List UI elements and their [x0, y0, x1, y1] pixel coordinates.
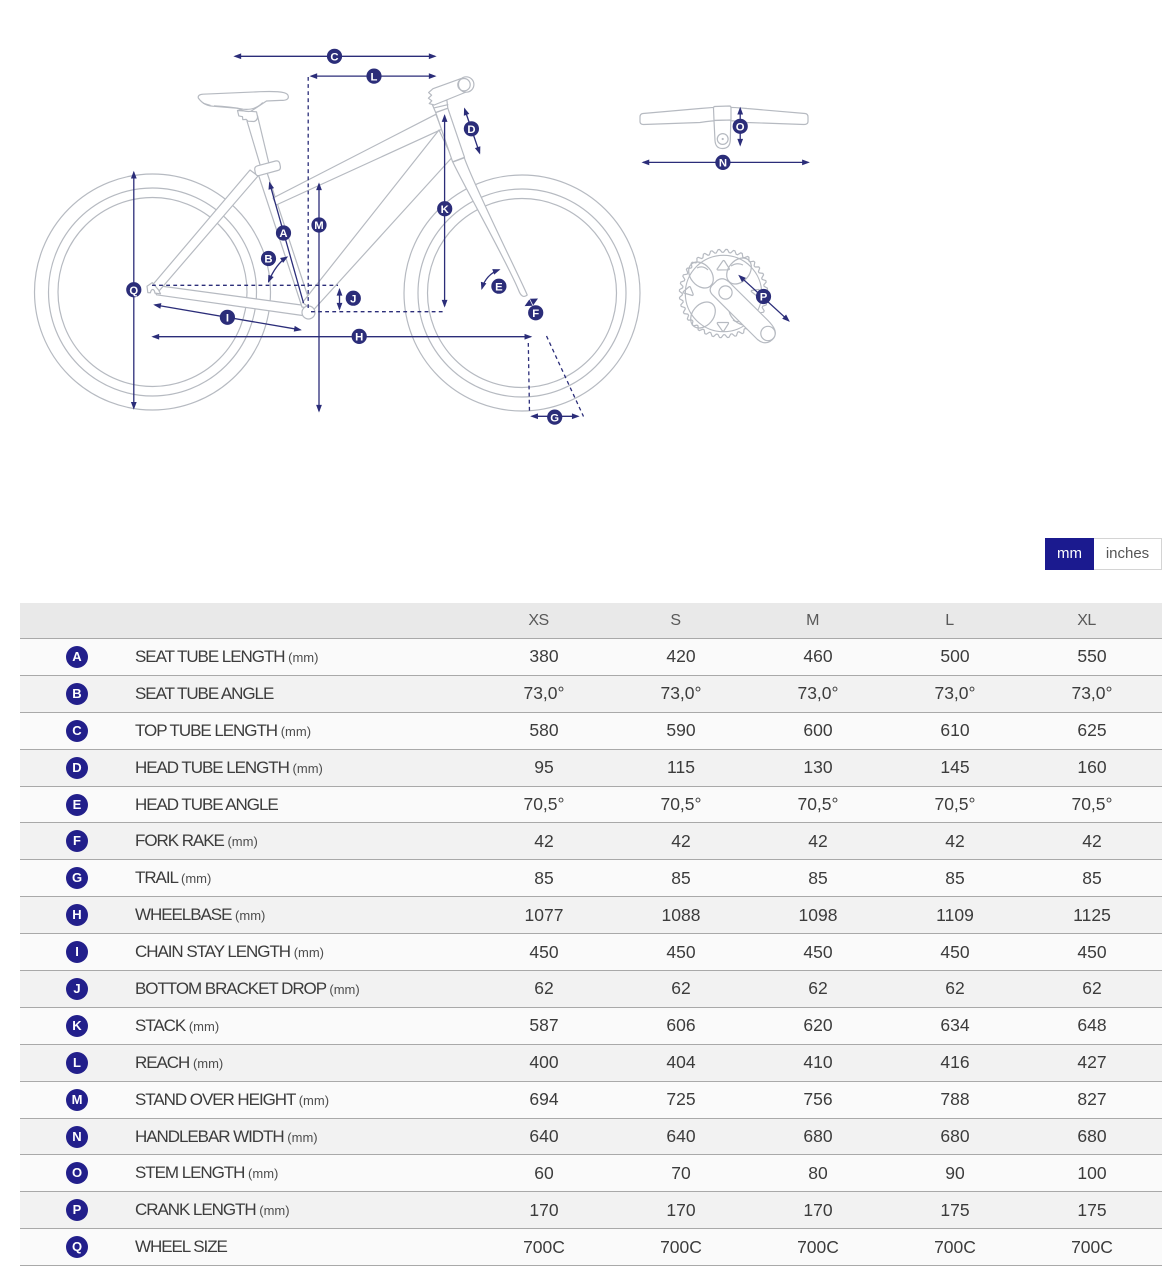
svg-text:J: J	[350, 293, 356, 305]
svg-text:N: N	[719, 158, 727, 170]
svg-text:H: H	[355, 332, 363, 344]
svg-text:M: M	[314, 220, 323, 232]
svg-text:B: B	[264, 254, 272, 266]
svg-text:P: P	[760, 292, 768, 304]
svg-text:E: E	[495, 281, 503, 293]
svg-text:Q: Q	[129, 285, 138, 297]
svg-text:D: D	[467, 124, 475, 136]
svg-text:K: K	[441, 204, 450, 216]
svg-text:O: O	[736, 122, 745, 134]
svg-text:G: G	[550, 412, 559, 424]
svg-text:L: L	[371, 71, 378, 83]
svg-text:A: A	[279, 228, 287, 240]
svg-text:C: C	[330, 52, 338, 64]
svg-text:F: F	[532, 308, 539, 320]
svg-text:I: I	[226, 313, 229, 325]
